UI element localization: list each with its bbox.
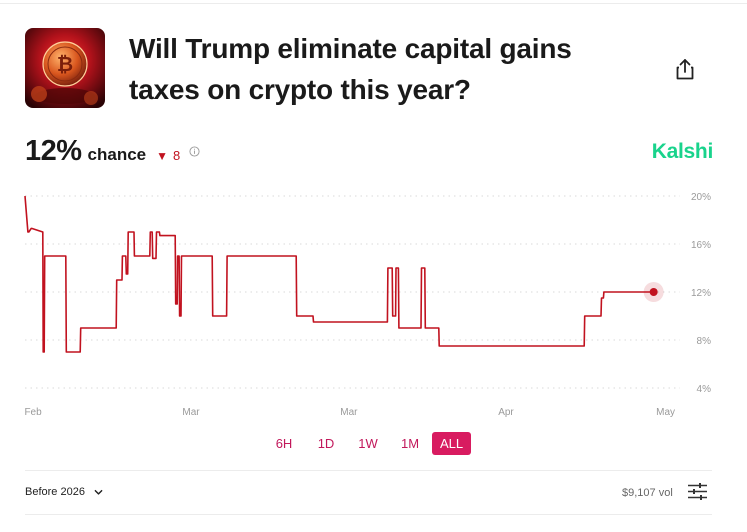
series-line (24, 195, 653, 353)
x-tick-label: Mar (182, 407, 200, 418)
current-point (649, 288, 658, 296)
x-tick-label: Mar (340, 407, 358, 418)
range-6h-button[interactable]: 6H (275, 436, 293, 451)
sliders-icon[interactable] (688, 483, 707, 500)
share-icon (676, 59, 694, 80)
chance-percentage: 12% (25, 135, 82, 167)
y-tick-label: 16% (691, 240, 711, 251)
x-tick-label: Apr (498, 407, 514, 418)
date-filter-dropdown[interactable]: Before 2026 (25, 486, 103, 498)
y-tick-label: 12% (691, 288, 711, 299)
x-tick-label: Feb (24, 407, 42, 418)
y-tick-label: 20% (691, 192, 711, 203)
bitcoin-image-icon: ₿ (25, 28, 105, 108)
volume-label: $9,107 vol (622, 487, 673, 499)
divider (25, 514, 712, 515)
info-icon[interactable] (189, 146, 200, 157)
chevron-down-icon (94, 489, 103, 495)
chance-label: chance (87, 145, 147, 164)
share-button[interactable] (672, 56, 698, 82)
svg-text:₿: ₿ (57, 52, 73, 76)
range-1m-button[interactable]: 1M (400, 436, 420, 451)
down-arrow-icon: ▼ (156, 149, 169, 163)
y-tick-label: 8% (697, 336, 712, 347)
range-all-button[interactable]: ALL (432, 432, 472, 455)
time-range-selector: 6H 1D 1W 1M ALL (264, 432, 473, 455)
kalshi-logo[interactable]: Kalshi (651, 140, 714, 163)
price-chart: 20% 16% 12% 8% 4% Feb Mar Mar Apr May (24, 192, 712, 418)
range-1d-button[interactable]: 1D (317, 436, 335, 451)
y-tick-label: 4% (697, 384, 712, 395)
chance-summary: 12% chance ▼ 8 (25, 135, 180, 171)
date-filter-label: Before 2026 (25, 486, 85, 498)
x-tick-label: May (656, 407, 675, 418)
range-1w-button[interactable]: 1W (358, 436, 378, 451)
chance-delta: ▼ 8 (156, 148, 180, 163)
market-title: Will Trump eliminate capital gains taxes… (129, 33, 572, 105)
delta-value: 8 (173, 148, 181, 163)
market-thumbnail: ₿ (25, 28, 105, 108)
top-divider (0, 3, 747, 4)
divider (25, 470, 712, 471)
